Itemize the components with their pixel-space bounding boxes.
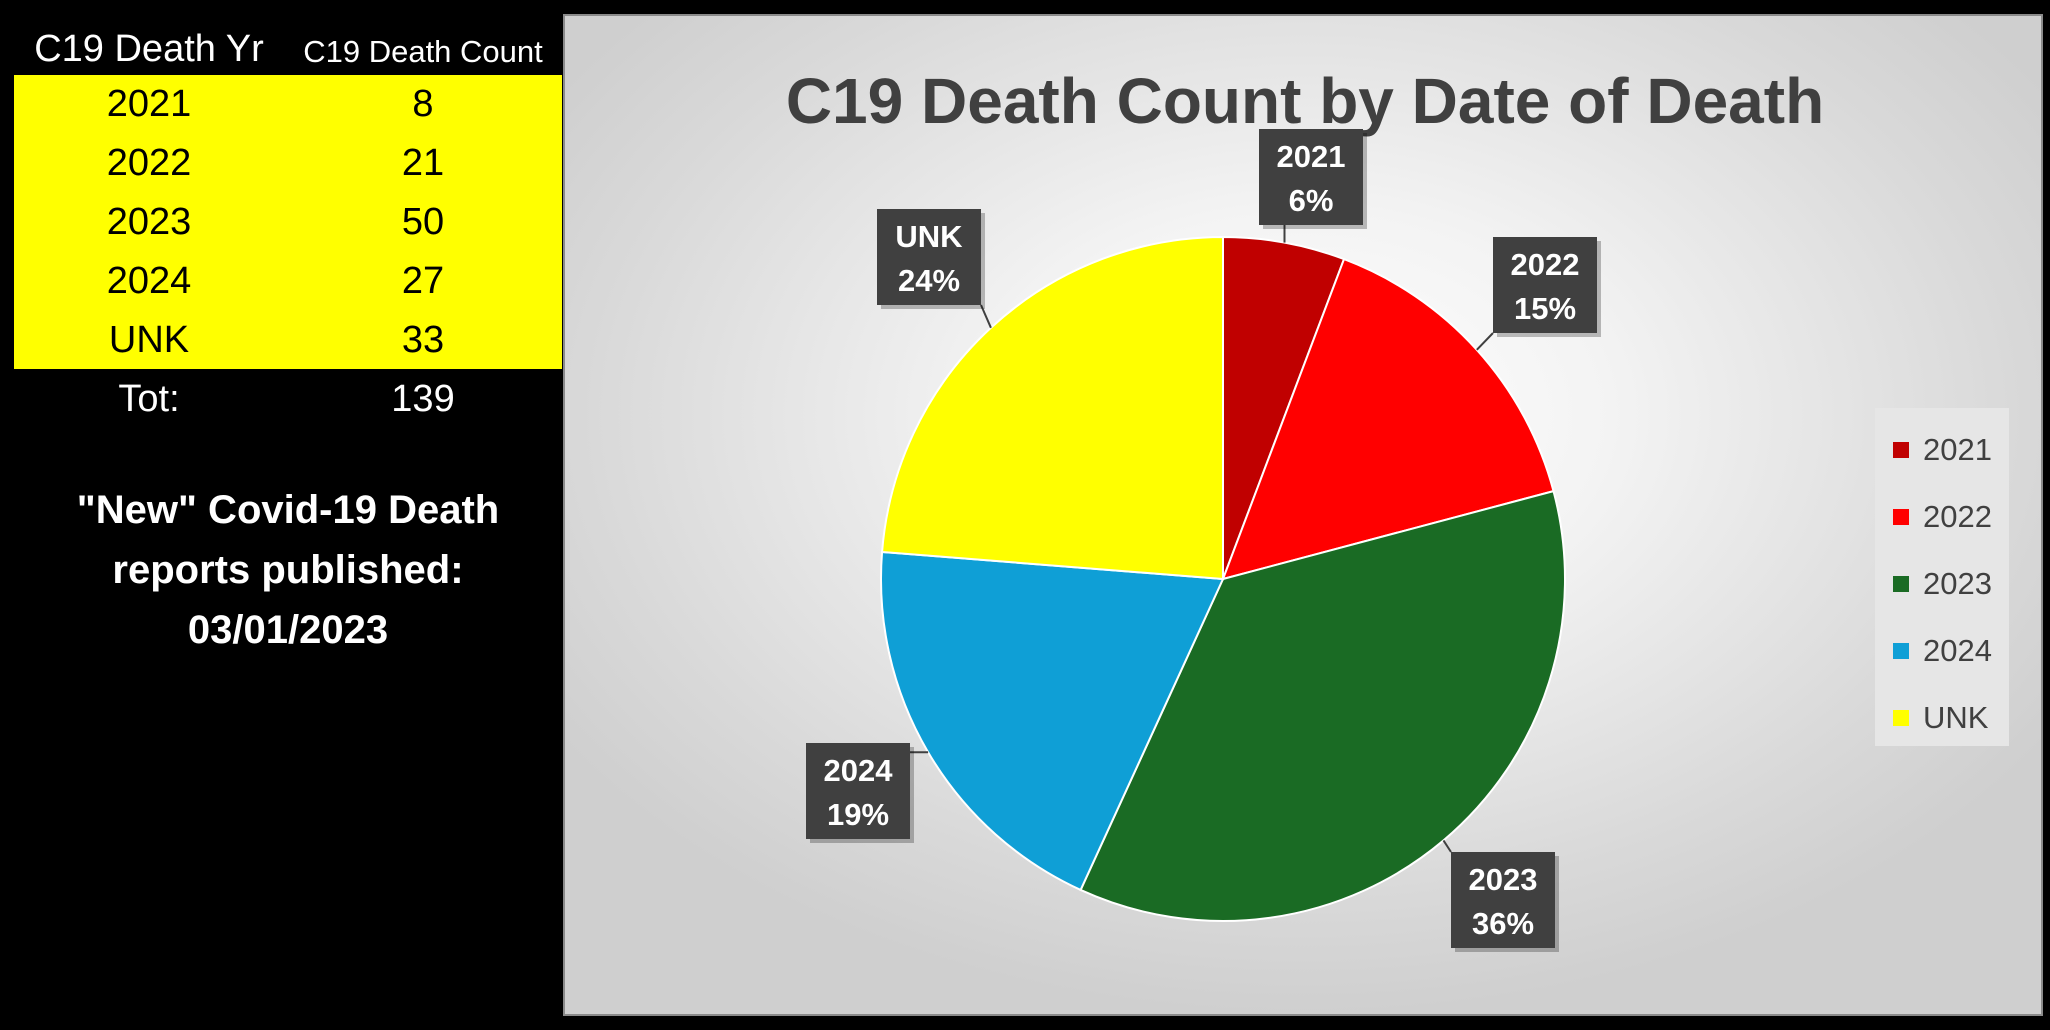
leader-line (1442, 839, 1452, 853)
data-label-2024: 2024 19% (806, 743, 914, 843)
data-label-2021: 2021 6% (1259, 129, 1367, 229)
data-label-percent: 36% (1472, 906, 1534, 941)
table-row: 2022 21 (14, 134, 562, 193)
chart-legend: 2021 2022 2023 2024 UNK (1875, 408, 2009, 746)
note-line-3: 03/01/2023 (187, 608, 389, 652)
table-cell-year: 2021 (106, 83, 192, 125)
legend-label: 2023 (1923, 566, 1992, 601)
data-label-category: 2024 (824, 753, 894, 788)
publication-note: "New" Covid-19 Death reports published: … (14, 480, 562, 660)
legend-label: 2021 (1923, 432, 1992, 467)
data-label-unk: UNK 24% (877, 209, 985, 309)
table-row: 2023 50 (14, 193, 562, 252)
legend-swatch (1893, 442, 1909, 458)
legend-swatch (1893, 643, 1909, 659)
leader-line (1476, 332, 1494, 351)
legend-label: 2024 (1923, 633, 1992, 668)
table-cell-year: 2023 (106, 201, 192, 243)
table-header-count: C19 Death Count (303, 34, 543, 69)
data-label-percent: 19% (827, 797, 889, 832)
data-label-percent: 15% (1514, 291, 1576, 326)
table-cell-year: UNK (108, 319, 190, 361)
legend-label: 2022 (1923, 499, 1992, 534)
legend-swatch (1893, 576, 1909, 592)
legend-swatch (1893, 509, 1909, 525)
pie-chart: 2021 6% 2022 15% 2023 36% 2024 19% UNK 24% (806, 129, 1601, 952)
table-total-value: 139 (391, 378, 455, 420)
table-body: 2021 8 2022 21 2023 50 2024 27 UNK 33 (14, 75, 562, 369)
table-cell-count: 33 (401, 319, 445, 361)
table-cell-year: 2024 (106, 260, 192, 302)
data-label-2023: 2023 36% (1451, 852, 1559, 952)
table-header: C19 Death Yr C19 Death Count (14, 22, 562, 74)
note-line-2: reports published: (112, 548, 464, 592)
table-row: 2024 27 (14, 252, 562, 311)
table-total-row: Tot: 139 (14, 372, 562, 428)
table-cell-count: 27 (401, 260, 445, 302)
data-label-2022: 2022 15% (1493, 237, 1601, 337)
data-label-category: UNK (895, 219, 963, 254)
pie-slice-2023 (1079, 489, 1566, 922)
data-label-category: 2023 (1469, 862, 1538, 897)
table-total-label: Tot: (118, 378, 180, 420)
note-line-1: "New" Covid-19 Death (76, 488, 500, 532)
data-label-category: 2022 (1511, 247, 1580, 282)
table-row: 2021 8 (14, 75, 562, 134)
table-header-year: C19 Death Yr (34, 28, 264, 70)
legend-swatch (1893, 710, 1909, 726)
chart-title: C19 Death Count by Date of Death (785, 65, 1825, 137)
data-label-category: 2021 (1277, 139, 1346, 174)
data-label-percent: 24% (898, 263, 960, 298)
leader-line (980, 304, 992, 329)
legend-label: UNK (1923, 700, 1989, 735)
chart-area: C19 Death Count by Date of Death 2021 6% 2… (563, 14, 2043, 1016)
table-row: UNK 33 (14, 311, 562, 370)
table-cell-count: 21 (401, 142, 445, 184)
pie-slice-2021 (1222, 235, 1346, 580)
table-cell-count: 8 (412, 83, 434, 125)
table-cell-year: 2022 (106, 142, 192, 184)
data-label-percent: 6% (1289, 183, 1334, 218)
table-cell-count: 50 (401, 201, 445, 243)
